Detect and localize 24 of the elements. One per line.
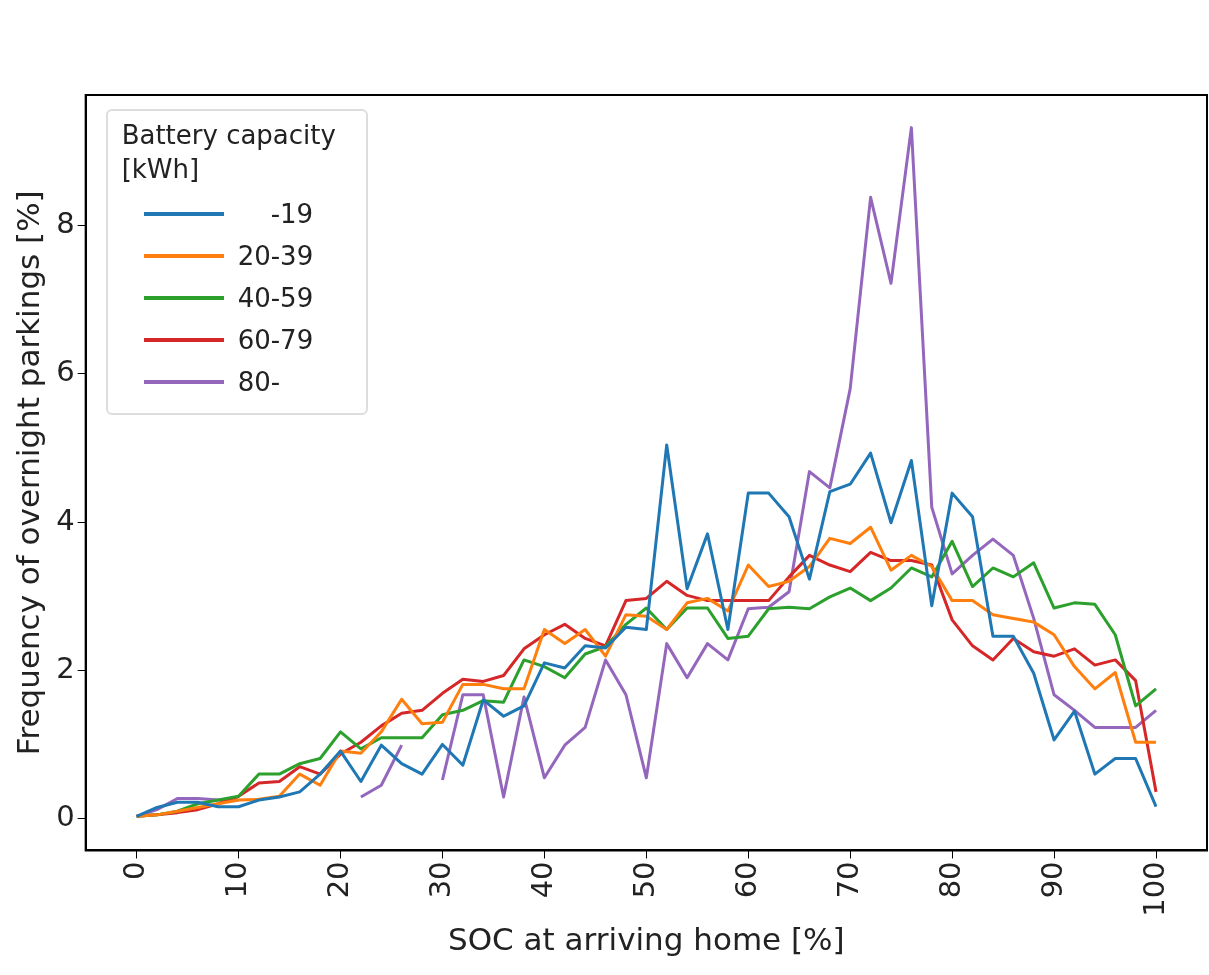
x-tick-label: 70 <box>830 861 865 899</box>
x-tick-label: 100 <box>1136 861 1171 917</box>
x-tick-label: 90 <box>1034 861 1069 899</box>
legend-label: 80- <box>237 366 281 397</box>
x-tick-label: 60 <box>728 861 763 899</box>
legend-label: 20-39 <box>237 240 314 271</box>
y-axis-title: Frequency of overnight parkings [%] <box>9 190 46 756</box>
legend-label: -19 <box>269 198 314 229</box>
y-tick-label: 2 <box>56 650 75 685</box>
y-tick-label: 8 <box>56 206 75 241</box>
x-tick-label: 10 <box>219 861 254 899</box>
x-tick-label: 0 <box>117 861 152 880</box>
y-tick-label: 0 <box>56 799 75 834</box>
y-tick-label: 4 <box>56 502 75 537</box>
legend-label: 60-79 <box>237 324 314 355</box>
x-tick-label: 20 <box>321 861 356 899</box>
x-axis-title: SOC at arriving home [%] <box>447 921 845 958</box>
legend-label: 40-59 <box>237 282 314 313</box>
y-tick-label: 6 <box>56 354 75 389</box>
x-tick-label: 80 <box>932 861 967 899</box>
x-tick-label: 30 <box>422 861 457 899</box>
x-tick-label: 40 <box>524 861 559 899</box>
legend-title: Battery capacity [kWh] <box>121 119 337 186</box>
x-tick-label: 50 <box>626 861 661 899</box>
